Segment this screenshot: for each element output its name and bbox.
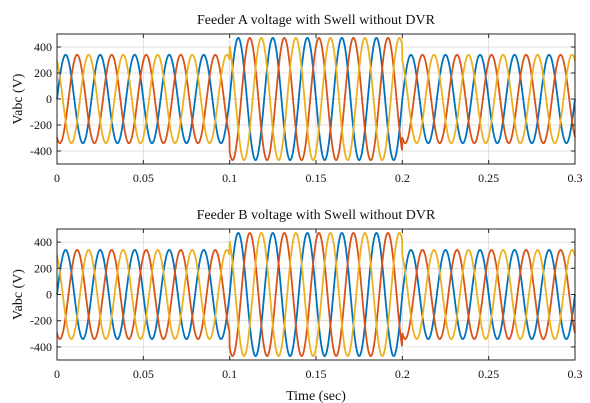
x-tick-label: 0.15 [306,367,327,381]
x-tick-label: 0.3 [568,171,583,185]
x-tick-label: 0.25 [478,171,499,185]
y-tick-label: 200 [34,261,52,275]
x-tick-labels: 0 0.05 0.1 0.15 0.2 0.25 0.3 [54,367,583,381]
chart-panel-feeder-b: Feeder B voltage with Swell without DVR … [11,208,583,403]
x-tick-label: 0.15 [306,171,327,185]
y-tick-label: -200 [30,314,52,328]
y-tick-label: 0 [46,92,52,106]
y-axis-label: Vabc (V) [11,73,26,124]
x-tick-label: 0.05 [133,367,154,381]
x-tick-label: 0 [54,367,60,381]
x-tick-label: 0.1 [222,171,237,185]
x-tick-label: 0.05 [133,171,154,185]
y-tick-label: 400 [34,40,52,54]
x-tick-label: 0 [54,171,60,185]
x-tick-label: 0.3 [568,367,583,381]
chart-title: Feeder B voltage with Swell without DVR [197,208,436,223]
y-tick-label: 200 [34,66,52,80]
x-tick-label: 0.2 [395,171,410,185]
chart-panel-feeder-a: Feeder A voltage with Swell without DVR … [11,13,583,185]
x-tick-label: 0.2 [395,367,410,381]
y-tick-label: -400 [30,144,52,158]
y-axis-label: Vabc (V) [11,269,26,320]
y-tick-label: 0 [46,288,52,302]
y-tick-label: 400 [34,235,52,249]
y-tick-labels: 400 200 0 -200 -400 [30,235,52,354]
y-tick-labels: 400 200 0 -200 -400 [30,40,52,158]
y-tick-label: -400 [30,340,52,354]
chart-title: Feeder A voltage with Swell without DVR [197,13,436,28]
x-tick-label: 0.25 [478,367,499,381]
x-axis-label: Time (sec) [286,389,346,403]
y-tick-label: -200 [30,118,52,132]
x-tick-labels: 0 0.05 0.1 0.15 0.2 0.25 0.3 [54,171,583,185]
x-tick-label: 0.1 [222,367,237,381]
